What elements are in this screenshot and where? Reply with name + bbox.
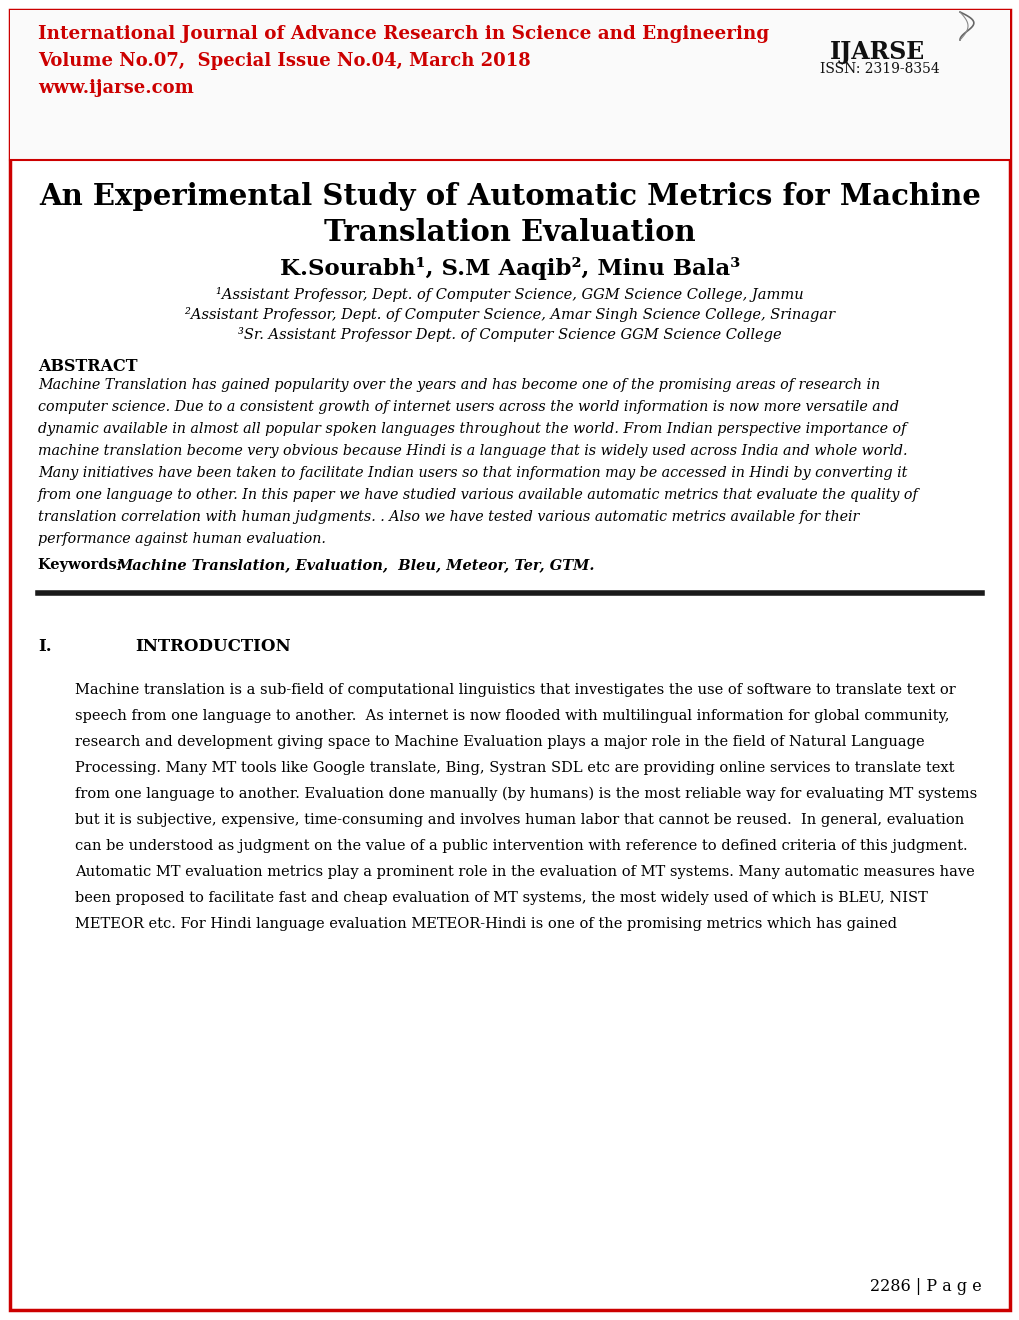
Text: can be understood as judgment on the value of a public intervention with referen: can be understood as judgment on the val… (75, 840, 967, 853)
Text: I.: I. (38, 638, 52, 655)
Text: translation correlation with human judgments. . Also we have tested various auto: translation correlation with human judgm… (38, 510, 859, 524)
Text: www.ijarse.com: www.ijarse.com (38, 79, 194, 96)
Text: IJARSE: IJARSE (829, 40, 924, 63)
Text: from one language to other. In this paper we have studied various available auto: from one language to other. In this pape… (38, 488, 918, 502)
Text: ABSTRACT: ABSTRACT (38, 358, 138, 375)
Text: Processing. Many MT tools like Google translate, Bing, Systran SDL etc are provi: Processing. Many MT tools like Google tr… (75, 762, 954, 775)
Text: 2286 | P a g e: 2286 | P a g e (869, 1278, 981, 1295)
Text: Machine translation is a sub-field of computational linguistics that investigate: Machine translation is a sub-field of co… (75, 682, 955, 697)
Text: ³Sr. Assistant Professor Dept. of Computer Science GGM Science College: ³Sr. Assistant Professor Dept. of Comput… (238, 327, 781, 342)
Text: Keywords:: Keywords: (38, 558, 127, 572)
Text: computer science. Due to a consistent growth of internet users across the world : computer science. Due to a consistent gr… (38, 400, 898, 414)
Text: speech from one language to another.  As internet is now flooded with multilingu: speech from one language to another. As … (75, 709, 949, 723)
Text: Volume No.07,  Special Issue No.04, March 2018: Volume No.07, Special Issue No.04, March… (38, 51, 530, 70)
Text: METEOR etc. For Hindi language evaluation METEOR-Hindi is one of the promising m: METEOR etc. For Hindi language evaluatio… (75, 917, 896, 931)
Text: INTRODUCTION: INTRODUCTION (135, 638, 290, 655)
Text: but it is subjective, expensive, time-consuming and involves human labor that ca: but it is subjective, expensive, time-co… (75, 813, 963, 828)
Bar (10, 11, 1009, 160)
Text: performance against human evaluation.: performance against human evaluation. (38, 532, 325, 546)
Text: machine translation become very obvious because Hindi is a language that is wide: machine translation become very obvious … (38, 444, 907, 458)
Text: ²Assistant Professor, Dept. of Computer Science, Amar Singh Science College, Sri: ²Assistant Professor, Dept. of Computer … (184, 308, 835, 322)
Text: Translation Evaluation: Translation Evaluation (324, 218, 695, 247)
Text: dynamic available in almost all popular spoken languages throughout the world. F: dynamic available in almost all popular … (38, 422, 906, 436)
Text: research and development giving space to Machine Evaluation plays a major role i: research and development giving space to… (75, 735, 923, 748)
Text: Machine Translation has gained popularity over the years and has become one of t: Machine Translation has gained popularit… (38, 378, 879, 392)
Text: K.Sourabh¹, S.M Aaqib², Minu Bala³: K.Sourabh¹, S.M Aaqib², Minu Bala³ (279, 257, 740, 280)
Text: An Experimental Study of Automatic Metrics for Machine: An Experimental Study of Automatic Metri… (39, 182, 980, 211)
Text: ISSN: 2319-8354: ISSN: 2319-8354 (819, 62, 938, 77)
Text: Many initiatives have been taken to facilitate Indian users so that information : Many initiatives have been taken to faci… (38, 466, 907, 480)
Text: ¹Assistant Professor, Dept. of Computer Science, GGM Science College, Jammu: ¹Assistant Professor, Dept. of Computer … (216, 286, 803, 302)
Text: International Journal of Advance Research in Science and Engineering: International Journal of Advance Researc… (38, 25, 768, 44)
Text: Automatic MT evaluation metrics play a prominent role in the evaluation of MT sy: Automatic MT evaluation metrics play a p… (75, 865, 974, 879)
Text: Machine Translation, Evaluation,  Bleu, Meteor, Ter, GTM.: Machine Translation, Evaluation, Bleu, M… (116, 558, 594, 572)
Text: from one language to another. Evaluation done manually (by humans) is the most r: from one language to another. Evaluation… (75, 787, 976, 801)
Text: been proposed to facilitate fast and cheap evaluation of MT systems, the most wi: been proposed to facilitate fast and che… (75, 891, 927, 906)
